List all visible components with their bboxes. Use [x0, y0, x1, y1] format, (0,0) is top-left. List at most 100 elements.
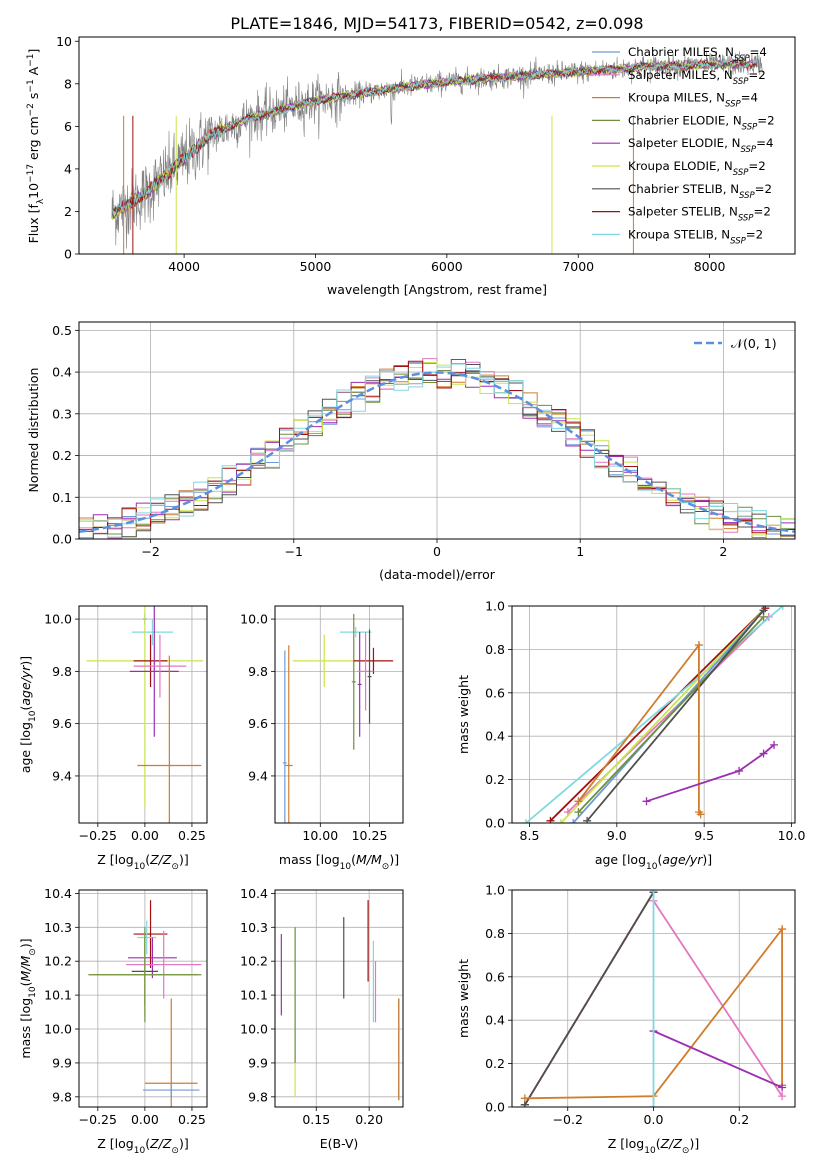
- y-tick-label: 10.0: [240, 612, 268, 627]
- x-tick-label: 0.15: [302, 1112, 330, 1127]
- legend-entry: Chabrier STELIB, NSSP=2: [628, 182, 772, 201]
- label-part: erg cm: [26, 116, 41, 164]
- y-tick-label: 9.8: [248, 1089, 268, 1104]
- label-part: ⊙: [382, 862, 390, 872]
- label-part: Flux [f: [26, 204, 41, 244]
- label-part: )]: [18, 656, 33, 666]
- label-part: (: [656, 1136, 661, 1151]
- label-part: −1: [26, 54, 36, 67]
- y-tick-label: 9.8: [52, 1089, 72, 1104]
- y-tick-label: 0: [64, 247, 72, 262]
- mass-weight-marker: [696, 810, 705, 819]
- label-part: =2: [755, 182, 772, 196]
- plot-area: [521, 606, 787, 823]
- y-tick-label: 0.4: [52, 365, 72, 380]
- legend-entry: Salpeter ELODIE, NSSP=4: [628, 136, 773, 155]
- y-axis-label: mass [log10(M/M⊙)]: [18, 938, 38, 1058]
- y-tick-label: 10.0: [44, 612, 72, 627]
- axes-frame: [78, 889, 208, 1108]
- label-part: age/yr: [662, 852, 703, 867]
- label-part: SSP: [733, 77, 749, 87]
- age-vs-mass-panel: 10.00 10.25 9.4 9.6 9.8 10.0 mass [log10(M/M⊙)…: [240, 605, 404, 872]
- mass-weight-marker: [759, 749, 768, 758]
- x-tick-label: −0.25: [79, 1112, 117, 1127]
- y-tick-label: 9.4: [248, 768, 268, 783]
- y-tick-label: 0.4: [485, 729, 505, 744]
- label-part: ]: [26, 49, 41, 54]
- y-tick-label: 10.0: [44, 1022, 72, 1037]
- mass-weight-marker: [574, 797, 583, 806]
- y-tick-label: 8: [64, 76, 72, 91]
- label-part: )]: [689, 1136, 699, 1151]
- y-tick-label: 0.0: [485, 1100, 505, 1115]
- mass-weight-marker: [649, 890, 658, 894]
- label-part: 10: [28, 986, 38, 998]
- y-tick-label: 0.8: [485, 642, 505, 657]
- label-part: )]: [179, 852, 189, 867]
- y-tick-label: 9.6: [52, 716, 72, 731]
- mass-weight-line: [652, 900, 783, 1097]
- y-tick-label: 2: [64, 204, 72, 219]
- x-axis-label: E(B-V): [320, 1136, 359, 1151]
- y-tick-label: 9.8: [248, 664, 268, 679]
- mass-weight-marker: [569, 819, 578, 823]
- x-axis-label: (data-model)/error: [379, 567, 496, 582]
- label-part: s: [26, 93, 41, 104]
- x-tick-label: 10.00: [302, 828, 338, 843]
- x-tick-label: 5000: [300, 259, 332, 274]
- y-tick-label: 9.4: [52, 768, 72, 783]
- plot-area: [86, 606, 204, 823]
- mass-weight-line: [549, 607, 766, 822]
- mass-weight-line: [653, 1030, 783, 1089]
- label-part: mass [log: [279, 852, 340, 867]
- label-part: Kroupa ELODIE, N: [628, 159, 733, 173]
- legend-entry: Kroupa ELODIE, NSSP=2: [628, 159, 766, 178]
- y-tick-label: 9.9: [248, 1055, 268, 1070]
- x-tick-label: 0.25: [178, 828, 206, 843]
- y-tick-label: 10.1: [44, 988, 72, 1003]
- mass-weight-line: [586, 609, 765, 822]
- label-part: SSP: [725, 100, 741, 110]
- residual-histogram: [79, 360, 795, 534]
- y-axis-label: mass weight: [456, 675, 471, 754]
- label-part: =2: [748, 68, 765, 82]
- mass-weight-marker: [520, 1094, 529, 1103]
- legend-entry: Chabrier MILES, NSSP=4: [628, 45, 767, 64]
- spectrum-panel: 4000 5000 6000 7000 8000 0 2 4 6 8 10 wavelength [A…: [26, 34, 796, 297]
- mass-vs-ebv-panel: 0.15 0.20 9.8 9.9 10.0 10.1 10.2 10.3 10.4 E(B-V): [240, 886, 404, 1151]
- label-part: =4: [750, 45, 767, 59]
- mass-weight-marker: [778, 925, 787, 934]
- massweight-vs-age-panel: 8.5 9.0 9.5 10.0 0.0 0.2 0.4 0.6 0.8 1.0 age [log1…: [456, 599, 805, 873]
- label-part: age [log: [18, 722, 33, 773]
- axes-frame: [511, 889, 796, 1108]
- label-part: =2: [757, 113, 774, 127]
- legend-entry: Kroupa MILES, NSSP=4: [628, 91, 758, 110]
- mass-weight-line: [560, 609, 765, 823]
- x-tick-label: −0.2: [553, 1112, 583, 1127]
- y-tick-label: 6: [64, 119, 72, 134]
- label-part: Z/Z: [149, 1136, 172, 1151]
- axes-frame: [274, 605, 404, 824]
- mass-weight-marker: [759, 606, 768, 615]
- x-tick-label: 2: [719, 544, 727, 559]
- mass-weight-line: [524, 891, 655, 1106]
- y-tick-label: 1.0: [485, 883, 505, 898]
- label-part: (: [351, 852, 356, 867]
- label-part: M/M: [18, 955, 33, 981]
- label-part: )]: [18, 938, 33, 948]
- label-part: A: [26, 66, 41, 79]
- legend-entry: Salpeter MILES, NSSP=2: [628, 68, 766, 87]
- label-part: ⊙: [682, 1146, 690, 1156]
- label-part: Chabrier STELIB, N: [628, 182, 739, 196]
- mass-weight-marker: [556, 819, 565, 823]
- legend-entry: Chabrier ELODIE, NSSP=2: [628, 113, 775, 132]
- x-tick-label: 0.25: [178, 1112, 206, 1127]
- label-part: Chabrier ELODIE, N: [628, 113, 742, 127]
- y-tick-label: 10.2: [44, 954, 72, 969]
- mass-weight-line: [524, 926, 783, 1100]
- x-axis-label: Z [log10(Z/Z⊙)]: [97, 852, 188, 872]
- x-tick-label: −2: [141, 544, 159, 559]
- label-part: 10: [134, 862, 146, 872]
- y-tick-label: 0.4: [485, 1013, 505, 1028]
